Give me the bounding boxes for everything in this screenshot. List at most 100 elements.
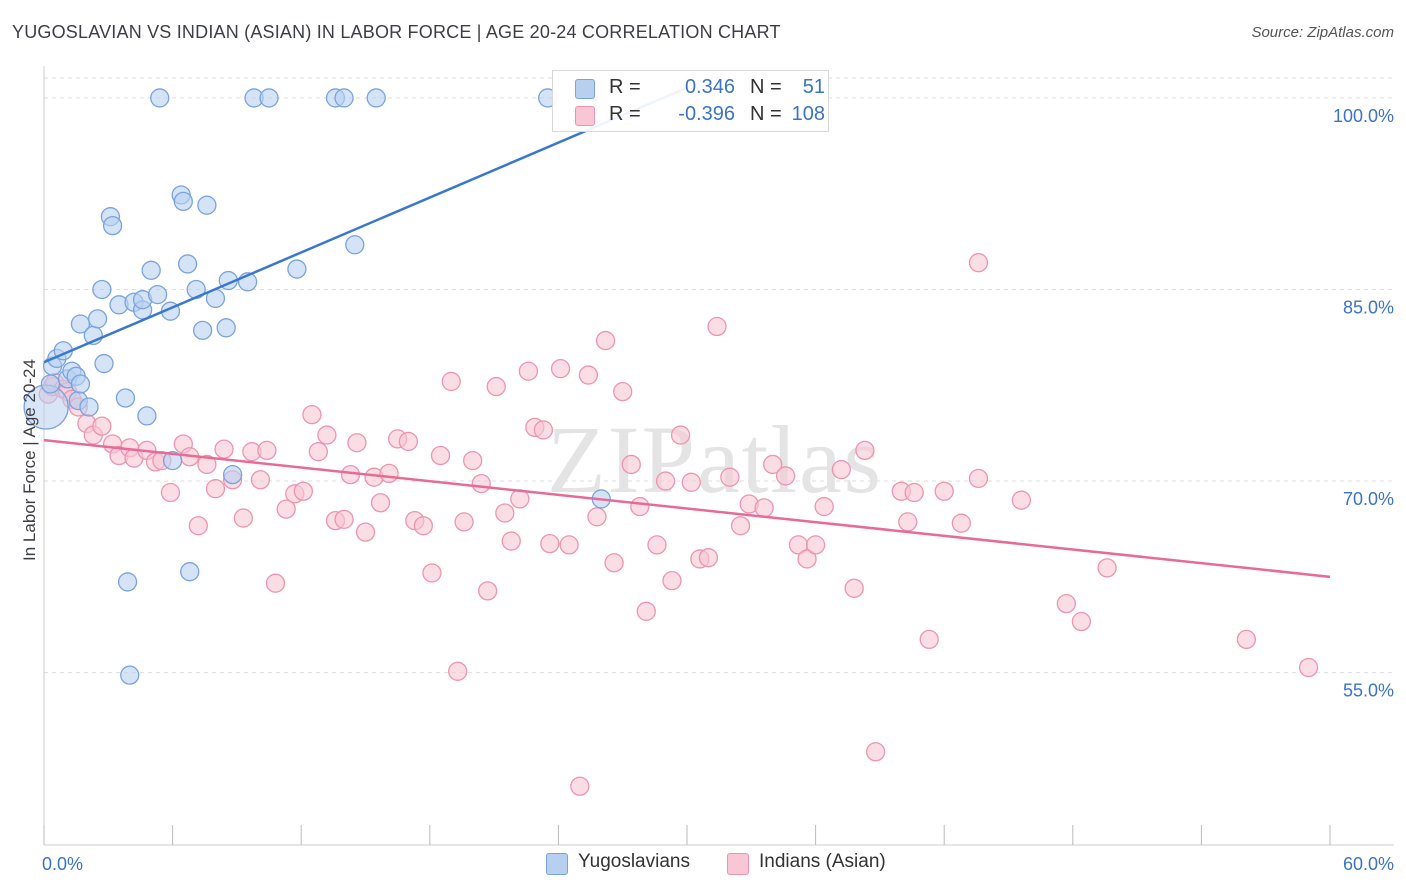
indian-point bbox=[621, 454, 641, 475]
correlation-legend: R = 0.346 N = 51 R = -0.396 N = 108 bbox=[552, 70, 829, 132]
indian-point bbox=[293, 481, 313, 501]
indian-point bbox=[265, 573, 286, 593]
indian-point bbox=[448, 661, 468, 681]
indian-point bbox=[855, 440, 875, 461]
indian-point bbox=[205, 479, 226, 499]
r-label: R = bbox=[609, 103, 641, 125]
indian-point bbox=[613, 381, 633, 402]
indian-point bbox=[754, 498, 774, 518]
indian-point bbox=[276, 499, 296, 519]
yugoslavian-point bbox=[259, 88, 279, 108]
indian-point bbox=[188, 516, 208, 536]
indian-point bbox=[347, 433, 367, 453]
indian-point bbox=[463, 450, 483, 471]
r-value: 0.346 bbox=[684, 76, 735, 98]
indian-point bbox=[968, 253, 989, 273]
indian-point bbox=[559, 535, 579, 555]
yugoslavian-point bbox=[102, 215, 123, 236]
n-label: N = bbox=[750, 76, 782, 98]
chart-title: YUGOSLAVIAN VS INDIAN (ASIAN) IN LABOR F… bbox=[12, 22, 781, 42]
indian-point bbox=[831, 459, 851, 480]
yugoslavian-point bbox=[150, 88, 170, 108]
source-credit: Source: ZipAtlas.com bbox=[1251, 24, 1394, 41]
yugoslavian-point bbox=[40, 374, 61, 394]
indian-point bbox=[670, 425, 691, 445]
indian-point bbox=[1056, 593, 1077, 614]
indian-point bbox=[1097, 558, 1117, 578]
indian-point bbox=[968, 468, 989, 489]
indian-point bbox=[698, 548, 719, 568]
indian-point bbox=[398, 431, 419, 452]
yugoslavian-point bbox=[137, 406, 157, 426]
yugoslavian-point bbox=[120, 665, 140, 685]
yugoslavian-point bbox=[287, 259, 307, 279]
yugoslavian-point bbox=[87, 309, 108, 329]
yugoslavian-point bbox=[141, 260, 161, 280]
indian-point bbox=[233, 508, 253, 528]
indian-point bbox=[486, 376, 506, 397]
y-tick-label: 55.0% bbox=[1343, 681, 1394, 701]
yugoslavian-point bbox=[222, 465, 243, 485]
indian-point bbox=[501, 531, 521, 551]
r-label: R = bbox=[609, 76, 641, 98]
yugoslavian-point bbox=[216, 318, 236, 338]
n-label: N = bbox=[750, 103, 782, 125]
y-tick-label: 70.0% bbox=[1343, 489, 1394, 509]
indian-point bbox=[707, 316, 727, 337]
indian-point bbox=[430, 445, 451, 466]
x-tick-label: 0.0% bbox=[42, 854, 83, 874]
indian-point bbox=[478, 581, 498, 601]
tick-labels: 100.0% 85.0% 70.0% 55.0% 0.0% 60.0% bbox=[42, 106, 1394, 874]
yugoslavian-point bbox=[192, 320, 213, 340]
indian-point bbox=[647, 535, 667, 555]
indian-point bbox=[662, 571, 682, 591]
indian-swatch bbox=[727, 853, 749, 875]
indian-trend-line bbox=[43, 438, 1331, 579]
indian-point bbox=[250, 470, 271, 490]
legend-label: Yugoslavians bbox=[578, 851, 690, 872]
indian-point bbox=[898, 512, 918, 532]
indian-point bbox=[1298, 657, 1319, 678]
indian-point bbox=[636, 601, 656, 621]
indian-point bbox=[1011, 490, 1032, 510]
indian-point bbox=[518, 361, 539, 381]
yugoslavian-point bbox=[180, 562, 200, 582]
indian-point bbox=[578, 365, 599, 385]
yugoslavian-point bbox=[162, 450, 183, 471]
r-value: -0.396 bbox=[678, 103, 735, 125]
yugoslavian-point bbox=[173, 191, 193, 212]
yugoslavian-point bbox=[345, 235, 365, 255]
indian-point bbox=[379, 463, 399, 484]
indian-point bbox=[1071, 611, 1092, 632]
indian-point bbox=[951, 513, 971, 533]
yugoslavian-point bbox=[70, 374, 91, 394]
y-tick-label: 85.0% bbox=[1343, 297, 1394, 317]
indian-point bbox=[495, 503, 515, 523]
yugoslavian-points bbox=[23, 88, 611, 685]
indian-point bbox=[570, 776, 590, 796]
indian-point bbox=[550, 359, 571, 379]
indian-point bbox=[934, 481, 954, 501]
indian-point bbox=[595, 330, 616, 351]
indian-point bbox=[533, 420, 554, 440]
indian-point bbox=[587, 507, 607, 527]
indian-point bbox=[720, 467, 740, 487]
yugoslavian-point bbox=[334, 88, 354, 108]
x-tick-label: 60.0% bbox=[1343, 854, 1394, 874]
indian-point bbox=[370, 493, 391, 513]
indian-point bbox=[441, 371, 461, 392]
indian-point bbox=[630, 496, 650, 517]
indian-point bbox=[919, 629, 939, 650]
axes bbox=[43, 66, 1394, 846]
trend-lines bbox=[43, 86, 1331, 579]
yugoslavian-point bbox=[79, 397, 99, 417]
yugoslavian-point bbox=[92, 279, 112, 300]
gridlines bbox=[44, 77, 1394, 674]
indian-point bbox=[454, 512, 474, 532]
indian-point bbox=[214, 439, 234, 459]
n-value: 108 bbox=[791, 103, 825, 125]
yugoslavian-swatch bbox=[546, 853, 568, 875]
indian-swatch bbox=[575, 106, 595, 126]
legend-label: Indians (Asian) bbox=[759, 851, 886, 872]
